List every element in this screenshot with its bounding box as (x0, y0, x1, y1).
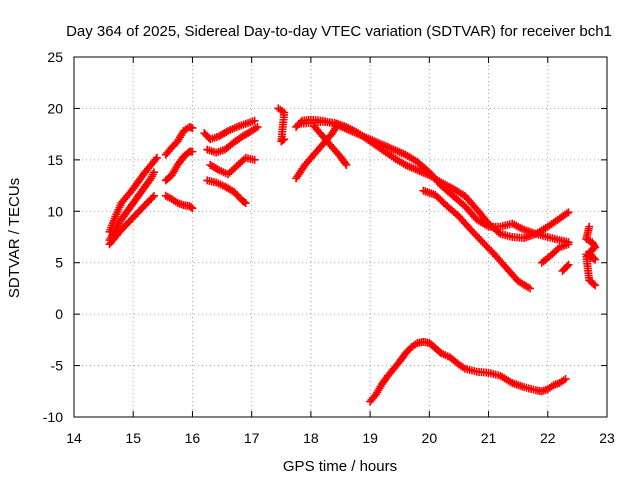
x-tick-label: 15 (125, 430, 141, 446)
series-arc-e1 (292, 115, 573, 247)
y-tick-label: -5 (51, 358, 64, 374)
series-arc-e3 (292, 120, 342, 183)
data-point (561, 263, 570, 272)
series-arc-c3 (206, 153, 259, 179)
data-point (241, 199, 250, 208)
series-arc-c4 (203, 176, 250, 208)
series-arc-b2 (161, 147, 197, 185)
x-tick-label: 16 (185, 430, 201, 446)
data-point (250, 155, 259, 164)
series-arc-b3 (161, 191, 197, 213)
data-point (494, 228, 503, 237)
series-arc-f (582, 222, 600, 290)
data-point (526, 284, 535, 293)
y-tick-label: 5 (55, 255, 63, 271)
data-point (250, 116, 259, 125)
data-point (188, 204, 197, 213)
data-point (149, 191, 158, 200)
y-tick-label: 25 (47, 49, 63, 65)
data-point (563, 262, 572, 271)
y-tick-label: 20 (47, 100, 63, 116)
data-point (151, 155, 160, 164)
x-tick-label: 18 (303, 430, 319, 446)
chart-title: Day 364 of 2025, Sidereal Day-to-day VTE… (66, 23, 612, 40)
y-tick-label: -10 (43, 409, 63, 425)
x-tick-label: 21 (481, 430, 497, 446)
data-point (278, 136, 287, 145)
series-arc-g (366, 337, 570, 406)
axis-ticks: 14 15 16 17 18 19 20 21 22 23 -10 -5 0 5 10 15 20 25 (43, 49, 615, 446)
data-point (562, 209, 571, 218)
y-axis-label: SDTVAR / TECUs (6, 178, 23, 298)
data-point (253, 122, 262, 131)
data-point (148, 193, 157, 202)
data-point (149, 168, 158, 177)
x-tick-label: 19 (362, 430, 378, 446)
series-arc-d (274, 104, 289, 146)
data-point (240, 198, 249, 207)
x-tick-label: 23 (599, 430, 615, 446)
data-point (186, 203, 195, 212)
data-points (105, 104, 600, 406)
data-point (332, 122, 341, 131)
x-tick-label: 22 (540, 430, 556, 446)
data-point (564, 208, 573, 217)
data-point (589, 280, 598, 289)
x-tick-label: 20 (422, 430, 438, 446)
y-tick-label: 15 (47, 152, 63, 168)
series-arc-a2 (105, 168, 158, 245)
series-arc-c1 (200, 116, 259, 144)
data-point (564, 240, 573, 249)
data-point (561, 374, 570, 383)
x-axis-label: GPS time / hours (283, 458, 397, 475)
data-point (584, 251, 593, 260)
series-arc-e6 (537, 240, 573, 267)
data-point (152, 153, 161, 162)
data-point (188, 147, 197, 156)
series-arc-b1 (161, 122, 197, 159)
data-point (591, 281, 600, 290)
series-arc-c2 (203, 122, 262, 157)
series-arc-a3 (105, 191, 158, 249)
data-point (341, 159, 350, 168)
grid (74, 57, 607, 417)
x-tick-label: 17 (244, 430, 260, 446)
x-tick-label: 14 (66, 430, 82, 446)
series-arc-e7 (558, 260, 573, 275)
data-point (280, 135, 289, 144)
y-tick-label: 0 (55, 306, 63, 322)
plot-frame (73, 56, 608, 418)
data-point (333, 120, 342, 129)
data-point (342, 161, 351, 169)
series-arc-e2 (295, 117, 573, 243)
series-arc-e5 (419, 186, 535, 293)
y-tick-label: 10 (47, 203, 63, 219)
series-arc-e4 (309, 121, 351, 169)
data-point (188, 123, 197, 132)
